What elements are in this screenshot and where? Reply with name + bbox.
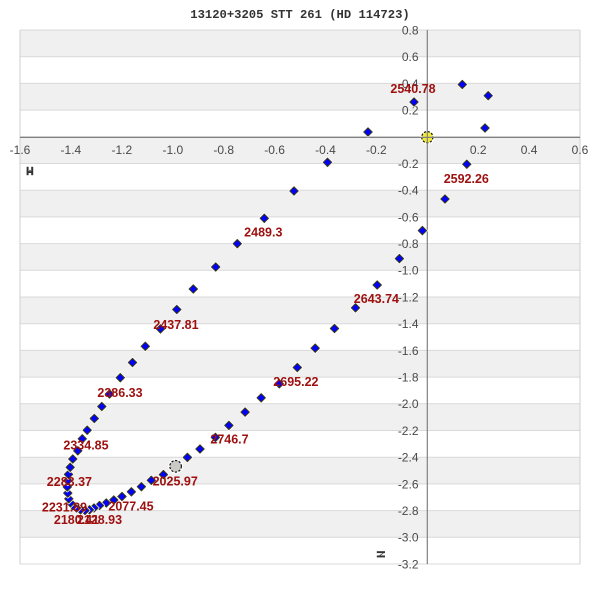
svg-text:0.8: 0.8 [402,23,419,37]
svg-text:-2.4: -2.4 [398,451,419,465]
svg-text:-1.0: -1.0 [162,143,183,157]
svg-text:-1.8: -1.8 [398,371,419,385]
svg-text:-2.8: -2.8 [398,504,419,518]
svg-text:-2.6: -2.6 [398,477,419,491]
svg-text:2437.81: 2437.81 [153,318,198,332]
svg-text:2128.93: 2128.93 [77,513,122,527]
svg-text:-1.4: -1.4 [61,143,82,157]
svg-text:2643.74: 2643.74 [354,292,399,306]
svg-text:0.4: 0.4 [402,77,419,91]
svg-text:2386.33: 2386.33 [97,386,142,400]
svg-text:2540.78: 2540.78 [390,82,435,96]
svg-text:-1.4: -1.4 [398,317,419,331]
svg-text:-2.2: -2.2 [398,424,419,438]
svg-text:-0.8: -0.8 [398,237,419,251]
svg-text:2231.89: 2231.89 [42,500,87,514]
svg-text:0.6: 0.6 [572,143,589,157]
svg-text:-3.2: -3.2 [398,557,419,571]
svg-text:-0.6: -0.6 [398,210,419,224]
svg-text:2077.45: 2077.45 [108,500,153,514]
svg-text:2592.26: 2592.26 [444,172,489,186]
svg-text:-1.6: -1.6 [10,143,31,157]
svg-text:2025.97: 2025.97 [153,475,198,489]
svg-text:0.2: 0.2 [470,143,487,157]
svg-text:-0.2: -0.2 [398,157,419,171]
svg-text:2489.3: 2489.3 [244,225,282,239]
svg-text:2334.85: 2334.85 [63,439,108,453]
svg-text:0.6: 0.6 [402,50,419,64]
svg-text:-1.0: -1.0 [398,264,419,278]
svg-text:2746.7: 2746.7 [210,432,248,446]
svg-text:-0.4: -0.4 [398,184,419,198]
svg-text:2283.37: 2283.37 [47,475,92,489]
svg-text:2180.41: 2180.41 [54,513,99,527]
svg-text:-1.6: -1.6 [398,344,419,358]
svg-text:-2.0: -2.0 [398,397,419,411]
svg-text:-3.0: -3.0 [398,531,419,545]
svg-text:-1.2: -1.2 [398,290,419,304]
svg-text:2695.22: 2695.22 [273,375,318,389]
svg-text:13120+3205 STT 261 (HD 114723): 13120+3205 STT 261 (HD 114723) [190,8,409,22]
svg-text:-0.8: -0.8 [213,143,234,157]
svg-text:-1.2: -1.2 [111,143,132,157]
svg-text:-0.4: -0.4 [315,143,336,157]
svg-text:0.4: 0.4 [521,143,538,157]
svg-text:-0.6: -0.6 [264,143,285,157]
svg-text:-0.2: -0.2 [366,143,387,157]
